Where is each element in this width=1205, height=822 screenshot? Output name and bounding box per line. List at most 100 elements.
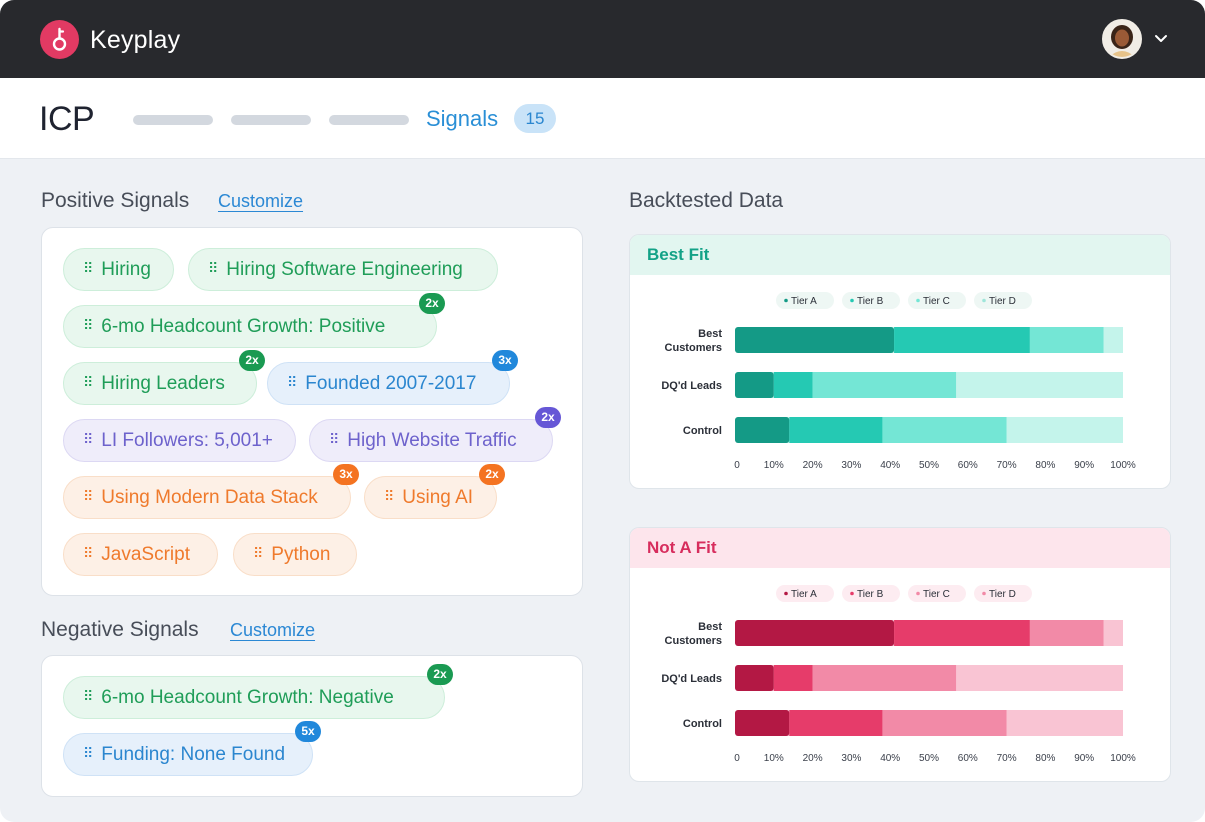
bar-segment-tier-d: [1103, 620, 1123, 646]
signal-chip-li-followers-5-001[interactable]: ⠿ LI Followers: 5,001+: [63, 419, 296, 462]
chevron-down-icon[interactable]: [1151, 28, 1171, 48]
tab-placeholder[interactable]: [231, 115, 311, 125]
bar-segment-tier-a: [735, 327, 895, 353]
drag-handle-icon[interactable]: ⠿: [83, 374, 93, 390]
x-tick-label: 40%: [880, 753, 900, 764]
bar-segment-tier-a: [735, 417, 790, 443]
legend-label: Tier B: [857, 589, 884, 600]
user-avatar[interactable]: [1102, 19, 1142, 59]
bar-segment-tier-b: [894, 620, 1030, 646]
drag-handle-icon[interactable]: ⠿: [83, 688, 93, 704]
signal-chip-label: Founded 2007-2017: [305, 373, 477, 394]
signal-chip-6-mo-headcount-growth-positive[interactable]: ⠿ 6-mo Headcount Growth: Positive: [63, 305, 437, 348]
signal-chip-label: High Website Traffic: [347, 430, 517, 451]
signal-chip-label: Using AI: [402, 487, 474, 508]
legend-item: Tier B: [842, 292, 900, 309]
tab-signals[interactable]: Signals: [426, 106, 499, 131]
signal-chip-label: LI Followers: 5,001+: [101, 430, 273, 451]
bar-segment-tier-d: [956, 665, 1123, 691]
legend-label: Tier D: [989, 589, 1016, 600]
signal-chip-javascript[interactable]: ⠿ JavaScript: [63, 533, 218, 576]
bar-segment-tier-d: [1006, 710, 1123, 736]
drag-handle-icon[interactable]: ⠿: [83, 745, 93, 761]
tab-placeholder[interactable]: [329, 115, 409, 125]
legend-item: Tier B: [842, 585, 900, 602]
drag-handle-icon[interactable]: ⠿: [384, 488, 394, 504]
legend-item: Tier D: [974, 292, 1032, 309]
x-tick-label: 90%: [1074, 460, 1094, 471]
x-tick-label: 20%: [803, 753, 823, 764]
bar-segment-tier-c: [1029, 620, 1104, 646]
legend-label: Tier D: [989, 296, 1016, 307]
weight-badge: 5x: [295, 721, 321, 742]
category-label: Control: [683, 425, 722, 437]
signal-chip-label: Using Modern Data Stack: [101, 487, 318, 508]
best-fit-panel: Tier A Tier B Tier C Tier D Best Customers DQ'…: [629, 234, 1171, 489]
signal-chip-6-mo-headcount-growth-negative[interactable]: ⠿ 6-mo Headcount Growth: Negative: [63, 676, 445, 719]
signal-chip-label: Hiring: [101, 259, 151, 280]
bar-segment-tier-b: [773, 665, 813, 691]
brand-name[interactable]: Keyplay: [90, 26, 181, 54]
bar-segment-tier-c: [812, 665, 957, 691]
category-label: Customers: [665, 635, 722, 647]
x-tick-label: 50%: [919, 460, 939, 471]
x-tick-label: 90%: [1074, 753, 1094, 764]
legend-item: Tier A: [776, 292, 834, 309]
drag-handle-icon[interactable]: ⠿: [287, 374, 297, 390]
x-tick-label: 70%: [997, 753, 1017, 764]
signal-chip-hiring-software-engineering[interactable]: ⠿ Hiring Software Engineering: [188, 248, 498, 291]
drag-handle-icon[interactable]: ⠿: [329, 431, 339, 447]
negative-signals-card: ⠿ 6-mo Headcount Growth: Negative 2x ⠿ Fundi…: [41, 655, 583, 797]
legend-label: Tier C: [923, 589, 950, 600]
legend-label: Tier B: [857, 296, 884, 307]
bar-segment-tier-c: [882, 417, 1007, 443]
category-label: Best: [698, 328, 722, 340]
bar-segment-tier-d: [956, 372, 1123, 398]
drag-handle-icon[interactable]: ⠿: [83, 260, 93, 276]
signal-chip-label: Hiring Software Engineering: [226, 259, 463, 280]
bar-segment-tier-b: [789, 417, 883, 443]
legend-item: Tier A: [776, 585, 834, 602]
drag-handle-icon[interactable]: ⠿: [83, 545, 93, 561]
x-tick-label: 40%: [880, 460, 900, 471]
signal-chip-funding-none-found[interactable]: ⠿ Funding: None Found: [63, 733, 313, 776]
bar-segment-tier-a: [735, 710, 790, 736]
category-label: DQ'd Leads: [661, 380, 722, 392]
signal-chip-using-ai[interactable]: ⠿ Using AI: [364, 476, 497, 519]
negative-customize-link[interactable]: Customize: [230, 620, 316, 640]
weight-badge: 2x: [479, 464, 505, 485]
signal-chip-founded-2007-2017[interactable]: ⠿ Founded 2007-2017: [267, 362, 510, 405]
x-tick-label: 30%: [841, 460, 861, 471]
drag-handle-icon[interactable]: ⠿: [253, 545, 263, 561]
drag-handle-icon[interactable]: ⠿: [208, 260, 218, 276]
drag-handle-icon[interactable]: ⠿: [83, 431, 93, 447]
drag-handle-icon[interactable]: ⠿: [83, 488, 93, 504]
keyplay-logo-icon[interactable]: [40, 20, 79, 59]
signal-chip-hiring-leaders[interactable]: ⠿ Hiring Leaders: [63, 362, 257, 405]
x-tick-label: 30%: [841, 753, 861, 764]
bar-segment-tier-d: [1006, 417, 1123, 443]
bar-segment-tier-b: [789, 710, 883, 736]
legend-label: Tier C: [923, 296, 950, 307]
positive-customize-link[interactable]: Customize: [218, 191, 304, 211]
tab-placeholder[interactable]: [133, 115, 213, 125]
weight-badge: 2x: [239, 350, 265, 371]
signal-chip-high-website-traffic[interactable]: ⠿ High Website Traffic: [309, 419, 553, 462]
bar-segment-tier-c: [1029, 327, 1104, 353]
category-label: Customers: [665, 342, 722, 354]
stacked-bar-chart: Tier A Tier B Tier C Tier D Best Customers DQ'…: [661, 585, 1136, 764]
legend-item: Tier C: [908, 292, 966, 309]
bar-segment-tier-a: [735, 372, 774, 398]
signal-chip-label: Hiring Leaders: [101, 373, 225, 394]
signal-chip-label: 6-mo Headcount Growth: Negative: [101, 687, 394, 708]
signal-chip-using-modern-data-stack[interactable]: ⠿ Using Modern Data Stack: [63, 476, 351, 519]
signal-chip-label: Python: [271, 544, 331, 565]
category-label: Best: [698, 621, 722, 633]
bar-segment-tier-b: [894, 327, 1030, 353]
signal-chip-hiring[interactable]: ⠿ Hiring: [63, 248, 174, 291]
drag-handle-icon[interactable]: ⠿: [83, 317, 93, 333]
signal-chip-python[interactable]: ⠿ Python: [233, 533, 357, 576]
x-tick-label: 10%: [764, 460, 784, 471]
not-a-fit-panel-title: Not A Fit: [630, 528, 1170, 568]
